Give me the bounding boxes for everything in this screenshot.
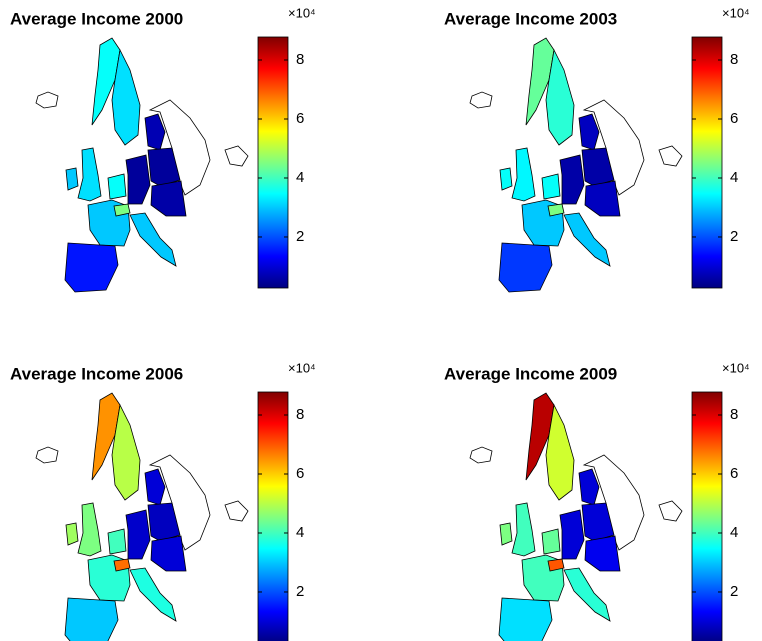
colorbar-tick-label: 8 [296, 406, 304, 423]
no-data-region [658, 145, 683, 167]
colorbar-tick-label: 4 [296, 524, 304, 541]
map-panel: Average Income 2006 2 4 6 8 ×10⁴ [10, 360, 316, 641]
colorbar-tick-label: 6 [730, 465, 738, 482]
no-data-region [224, 500, 249, 522]
colorbar [257, 36, 289, 289]
no-data-region [469, 91, 493, 109]
region [144, 468, 166, 506]
map-panel: Average Income 2009 2 4 6 8 ×10⁴ [444, 360, 750, 641]
colorbar-tick-label: 6 [730, 110, 738, 127]
region [511, 502, 536, 557]
region [563, 212, 611, 267]
region [525, 37, 555, 126]
region [499, 167, 513, 191]
map-panel: Average Income 2000 2 4 6 8 ×10⁴ [10, 5, 316, 293]
no-data-region [224, 145, 249, 167]
region [547, 203, 565, 217]
colorbar-tick-label: 4 [730, 524, 738, 541]
colorbar-tick-label: 8 [730, 51, 738, 68]
region [547, 558, 565, 572]
region [91, 37, 121, 126]
map-panel: Average Income 2003 2 4 6 8 ×10⁴ [444, 5, 750, 293]
colorbar-tick-label: 8 [296, 51, 304, 68]
colorbar-tick-label: 2 [730, 583, 738, 600]
region [77, 502, 102, 557]
region [499, 522, 513, 546]
colorbar-multiplier: ×10⁴ [722, 360, 750, 375]
region [125, 509, 151, 560]
colorbar [691, 36, 723, 289]
region [111, 403, 141, 501]
region [125, 154, 151, 205]
region [584, 535, 621, 572]
no-data-region [582, 454, 645, 551]
no-data-region [469, 446, 493, 464]
region [107, 173, 127, 200]
no-data-region [148, 454, 211, 551]
colorbar-multiplier: ×10⁴ [288, 5, 316, 20]
map-title: Average Income 2006 [10, 364, 183, 383]
region [111, 48, 141, 146]
region [511, 147, 536, 202]
colorbar-tick-label: 4 [730, 169, 738, 186]
no-data-region [35, 446, 59, 464]
colorbar-multiplier: ×10⁴ [722, 5, 750, 20]
region [578, 468, 600, 506]
region [541, 173, 561, 200]
map-title: Average Income 2009 [444, 364, 617, 383]
colorbar-tick-label: 6 [296, 110, 304, 127]
region [65, 522, 79, 546]
region [65, 167, 79, 191]
colorbar-tick-label: 8 [730, 406, 738, 423]
colorbar-multiplier: ×10⁴ [288, 360, 316, 375]
region [107, 528, 127, 555]
region [559, 509, 585, 560]
region [559, 154, 585, 205]
colorbar-tick-label: 2 [730, 228, 738, 245]
colorbar [691, 391, 723, 641]
colorbar-tick-label: 2 [296, 228, 304, 245]
region [129, 212, 177, 267]
colorbar-tick-label: 4 [296, 169, 304, 186]
region [545, 48, 575, 146]
region [563, 567, 611, 622]
no-data-region [35, 91, 59, 109]
colorbar [257, 391, 289, 641]
region [77, 147, 102, 202]
colorbar-tick-label: 2 [296, 583, 304, 600]
region [541, 528, 561, 555]
region [525, 392, 555, 481]
region [584, 180, 621, 217]
region [129, 567, 177, 622]
region [150, 180, 187, 217]
region [64, 242, 119, 293]
no-data-region [658, 500, 683, 522]
map-title: Average Income 2003 [444, 9, 617, 28]
region [498, 597, 553, 641]
region [144, 113, 166, 151]
region [150, 535, 187, 572]
no-data-region [582, 99, 645, 196]
colorbar-tick-label: 6 [296, 465, 304, 482]
region [545, 403, 575, 501]
region [113, 203, 131, 217]
region [91, 392, 121, 481]
region [498, 242, 553, 293]
no-data-region [148, 99, 211, 196]
map-title: Average Income 2000 [10, 9, 183, 28]
region [113, 558, 131, 572]
region [578, 113, 600, 151]
region [64, 597, 119, 641]
